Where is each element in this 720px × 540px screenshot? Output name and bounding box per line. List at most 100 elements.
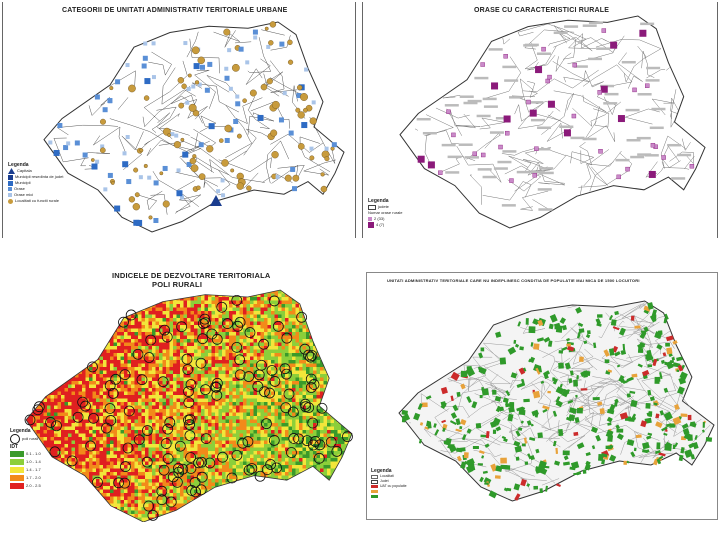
rural-pole-marker: [210, 381, 221, 393]
uat-patch: [619, 412, 629, 420]
rural-pole-marker: [217, 451, 228, 463]
uat-patch: [505, 403, 511, 408]
uat-patch: [603, 349, 610, 357]
uat-patch: [564, 362, 571, 370]
uat-patch: [492, 389, 497, 395]
uat-patch: [480, 347, 485, 352]
rural-locality-marker: [309, 117, 317, 125]
uat-patch: [607, 422, 612, 426]
county-label-box: [651, 107, 666, 111]
uat-patch: [683, 432, 693, 441]
county-border: [557, 420, 586, 452]
uat-patch: [607, 434, 614, 442]
county-border: [548, 411, 594, 439]
rural-pole-marker: [306, 350, 318, 361]
rural-pole-marker: [186, 485, 198, 496]
rural-locality-marker: [231, 63, 240, 72]
county-border: [621, 302, 648, 319]
small-town-marker: [185, 100, 190, 105]
uat-patch: [639, 331, 647, 339]
small-town-marker: [103, 187, 108, 192]
county-border: [438, 438, 502, 458]
uat-patch: [674, 442, 679, 448]
legend-item: 1.0 - 1.4: [10, 458, 41, 466]
rural-pole-marker: [204, 457, 216, 469]
rural-pole-marker: [119, 369, 131, 380]
rural-town-marker-large: [639, 29, 647, 37]
small-town-marker: [143, 41, 148, 46]
county-border: [194, 69, 216, 109]
uat-patch: [616, 428, 624, 433]
rural-locality-marker: [260, 83, 268, 91]
map-legend: Legenda poli rurali IDT 0.1 - 1.0 1.0 - …: [10, 428, 41, 490]
county-border: [523, 147, 552, 171]
uat-patch: [614, 310, 619, 316]
uat-patch: [510, 372, 518, 379]
county-label-box: [570, 136, 585, 140]
uat-patch: [499, 357, 507, 365]
country-outline: [25, 289, 353, 522]
uat-patch: [664, 313, 669, 320]
county-label-box: [615, 158, 630, 162]
rural-town-marker-large: [648, 170, 656, 178]
county-border: [505, 441, 533, 472]
rural-pole-marker: [162, 423, 174, 435]
county-label-box: [483, 105, 498, 108]
county-border: [469, 174, 482, 205]
uat-patch: [479, 394, 483, 399]
rural-town-marker: [545, 78, 550, 84]
county-border: [598, 314, 641, 338]
uat-patch: [614, 398, 619, 404]
uat-patch: [547, 390, 551, 394]
rural-pole-marker: [141, 456, 153, 468]
uat-patch: [658, 452, 666, 457]
rural-town-marker: [689, 164, 695, 169]
rural-pole-marker: [136, 374, 148, 386]
rural-locality-marker: [194, 80, 200, 85]
rural-pole-marker: [211, 389, 223, 401]
rural-locality-marker: [236, 133, 242, 139]
uat-patch: [672, 416, 682, 426]
county-label-box: [538, 208, 553, 211]
uat-patch: [576, 442, 585, 450]
uat-patch: [484, 482, 489, 485]
uat-patch: [626, 376, 634, 382]
county-border: [434, 408, 463, 435]
town-marker: [292, 186, 298, 192]
small-town-marker: [324, 146, 329, 151]
county-border: [88, 97, 110, 116]
small-town-marker: [151, 41, 156, 46]
uat-patch: [558, 428, 564, 437]
rural-pole-marker: [132, 348, 144, 360]
rural-locality-marker: [139, 148, 144, 153]
rural-pole-marker: [159, 324, 170, 336]
uat-patch: [608, 314, 614, 321]
town-marker: [115, 79, 121, 85]
county-border: [509, 371, 525, 389]
uat-patch: [433, 423, 437, 428]
county-border: [610, 353, 634, 369]
uat-patch: [513, 440, 521, 447]
county-border: [567, 37, 615, 65]
county-border: [638, 316, 665, 336]
county-border: [440, 438, 501, 454]
town-marker: [82, 152, 88, 158]
rural-pole-marker: [243, 371, 255, 382]
county-border: [651, 98, 674, 116]
country-outline: [43, 21, 345, 233]
uat-patch: [516, 382, 524, 389]
rural-pole-marker: [265, 459, 276, 470]
county-label-box: [493, 167, 508, 170]
uat-patch: [619, 327, 626, 336]
county-label-box: [603, 102, 618, 105]
rural-town-marker-large: [503, 115, 511, 123]
legend-item: Orase mici: [8, 192, 63, 198]
county-label-box: [502, 65, 517, 69]
uat-patch: [530, 342, 534, 347]
county-border: [664, 418, 688, 451]
county-label-box: [502, 150, 517, 153]
rural-locality-marker: [188, 103, 197, 112]
rural-locality-marker: [224, 124, 232, 133]
county-border: [541, 413, 565, 442]
uat-patch: [456, 391, 461, 397]
